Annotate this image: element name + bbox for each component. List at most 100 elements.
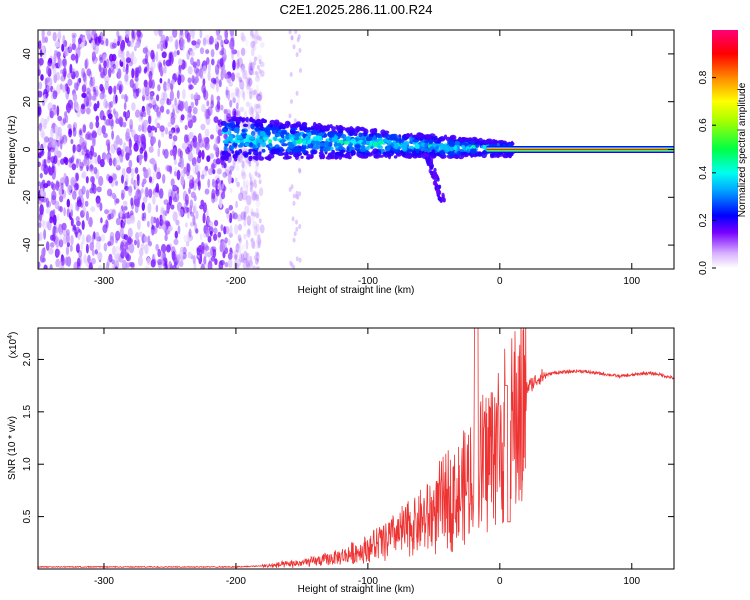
heatmap-cell [144,243,149,255]
heatmap-cell [161,91,166,101]
heatmap-cell [249,187,253,193]
heatmap-cell [440,137,445,141]
heatmap-cell [166,165,172,173]
heatmap-cell [94,85,99,91]
heatmap-cell [51,61,55,69]
heatmap-cell [85,189,90,200]
heatmap-cell [188,83,193,91]
heatmap-cell [82,36,86,46]
heatmap-cell [242,179,246,189]
heatmap-cell [387,139,392,145]
heatmap-cell [470,144,476,150]
heatmap-cell [226,109,232,118]
heatmap-cell [209,38,213,45]
heatmap-cell [82,124,87,134]
heatmap-cell [218,119,223,128]
heatmap-cell [70,138,74,145]
heatmap-cell [85,210,89,221]
heatmap-cell [328,137,332,141]
heatmap-cell [143,151,148,162]
heatmap-cell [57,159,61,167]
heatmap-cell [162,174,166,184]
heatmap-cell [293,118,297,124]
heatmap-cell [211,58,215,66]
heatmap-cell [253,56,258,62]
heatmap-cell [188,179,195,190]
heatmap-cell [67,123,72,129]
heatmap-cell [229,99,233,108]
heatmap-cell [237,155,241,162]
heatmap-cell [55,258,61,268]
heatmap-cell [131,56,137,65]
heatmap-cell [180,176,185,186]
heatmap-cell [88,216,93,228]
heatmap-cell [115,134,121,145]
heatmap-cell [128,159,133,169]
heatmap-cell [142,124,147,133]
heatmap-cell [115,94,118,104]
heatmap-cell [49,216,54,224]
heatmap-cell [199,233,203,241]
heatmap-cell [190,57,194,66]
heatmap-cell [228,118,234,123]
heatmap-cell [107,257,110,267]
heatmap-cell [185,240,190,247]
heatmap-cell [220,39,224,48]
heatmap-cell [101,152,107,161]
heatmap-cell [100,234,106,242]
heatmap-cell [228,81,233,87]
heatmap-cell [305,156,312,160]
heatmap-cell [125,174,129,185]
heatmap-cell [107,142,110,153]
heatmap-cell [240,186,244,195]
heatmap-cell [70,53,76,61]
heatmap-cell [46,30,52,36]
heatmap-cell [217,129,223,137]
heatmap-cell [120,121,123,128]
heatmap-cell [112,173,118,181]
heatmap-cell [170,178,175,187]
heatmap-cell [144,186,149,198]
heatmap-cell [254,70,258,76]
heatmap-cell [215,69,220,79]
heatmap-cell [147,125,152,134]
heatmap-cell [221,183,225,190]
heatmap-cell [47,115,50,122]
heatmap-cell [88,262,93,269]
heatmap-cell [115,164,121,171]
heatmap-cell [301,122,308,127]
heatmap-cell [72,124,76,132]
heatmap-cell [226,75,232,84]
heatmap-cell [244,143,249,147]
heatmap-cell [248,160,252,168]
heatmap-cell [157,258,163,266]
heatmap-cell [242,263,248,269]
heatmap-cell [189,30,195,37]
heatmap-cell [258,59,262,65]
heatmap-cell [313,124,321,130]
heatmap-cell [342,134,347,140]
heatmap-cell [244,205,250,215]
heatmap-cell [174,97,177,107]
heatmap-cell [211,163,215,170]
heatmap-cell [253,212,257,217]
heatmap-cell [194,222,198,233]
snr-frame [37,327,675,570]
heatmap-cell [125,57,132,64]
heatmap-cell [59,139,63,150]
heatmap-cell [119,208,123,218]
heatmap-cell [240,63,245,71]
heatmap-cell [178,58,183,66]
heatmap-cell [220,224,224,232]
heatmap-cell [136,176,140,187]
heatmap-cell [469,148,476,155]
heatmap-cell [43,264,48,269]
heatmap-cell [295,256,299,262]
heatmap-cell [222,171,228,178]
heatmap-cell [55,71,61,81]
heatmap-cell [126,110,130,119]
heatmap-cell [438,190,442,195]
heatmap-cell [203,137,209,144]
heatmap-cell [148,130,154,138]
heatmap-cell [88,100,92,107]
